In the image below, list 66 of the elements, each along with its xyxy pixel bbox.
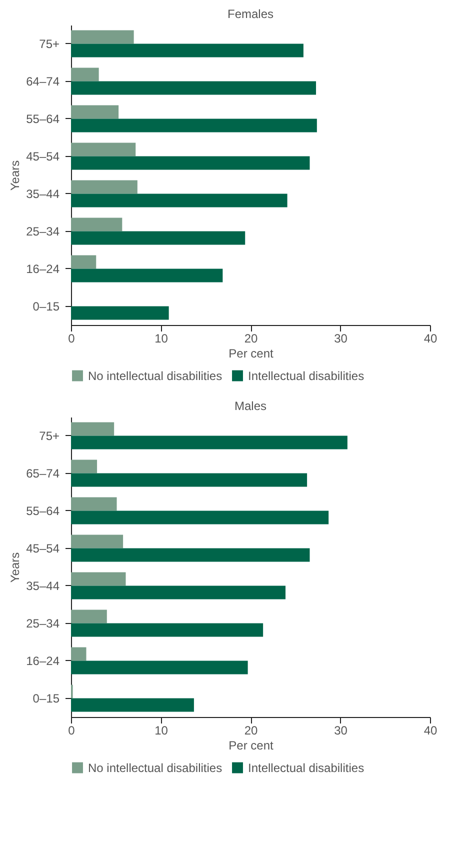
bar (71, 268, 223, 282)
y-tick-label: 25–34 (26, 224, 60, 238)
bar (71, 436, 348, 450)
y-axis-title: Years (8, 160, 22, 191)
x-tick-label: 40 (424, 724, 438, 738)
bar (71, 647, 86, 661)
bar (71, 81, 316, 95)
bar (71, 306, 169, 320)
y-tick-label: 35–44 (26, 186, 60, 201)
y-tick-label: 75+ (39, 36, 60, 51)
bar (71, 156, 310, 170)
x-axis-title: Per cent (228, 738, 274, 752)
bar (71, 118, 317, 132)
bar (71, 586, 286, 600)
bar (71, 510, 329, 524)
x-tick-label: 40 (424, 332, 438, 346)
legend-label: No intellectual disabilities (88, 760, 222, 775)
y-tick-label: 75+ (39, 428, 60, 443)
x-tick-label: 30 (334, 724, 348, 738)
y-tick-label: 45–54 (26, 149, 60, 164)
y-axis-title: Years (8, 552, 22, 583)
bar (71, 460, 98, 474)
bar (71, 218, 122, 232)
bar (71, 473, 308, 487)
y-tick-label: 55–64 (26, 504, 60, 518)
bar (71, 534, 124, 548)
y-tick-label: 45–54 (26, 541, 60, 556)
bar (71, 698, 194, 712)
x-axis-title: Per cent (228, 346, 274, 360)
y-tick-label: 35–44 (26, 578, 60, 593)
y-tick-label: 16–24 (26, 654, 60, 668)
legend-label: Intellectual disabilities (248, 760, 364, 775)
y-tick-label: 64–74 (26, 74, 60, 88)
legend-label: No intellectual disabilities (88, 368, 222, 383)
y-tick-label: 65–74 (26, 466, 60, 480)
x-tick-label: 30 (334, 332, 348, 346)
bar (71, 30, 134, 44)
bar (71, 180, 138, 194)
legend-label: Intellectual disabilities (248, 368, 364, 383)
bar (71, 142, 136, 156)
y-tick-label: 16–24 (26, 262, 60, 276)
bar (71, 660, 248, 674)
x-tick-label: 20 (244, 332, 258, 346)
y-tick-label: 55–64 (26, 112, 60, 126)
bar (71, 231, 246, 245)
bar (71, 255, 96, 269)
x-tick-label: 0 (68, 724, 76, 738)
bar (71, 497, 117, 511)
bar (71, 572, 126, 586)
bar (71, 422, 114, 436)
y-tick-label: 0–15 (32, 691, 60, 706)
chart-title: Males (234, 399, 267, 413)
bar (71, 44, 304, 58)
chart-title: Females (227, 7, 274, 21)
x-tick-label: 10 (154, 724, 168, 738)
y-tick-label: 25–34 (26, 616, 60, 630)
x-tick-label: 20 (244, 724, 258, 738)
bar (71, 623, 264, 637)
bar (71, 68, 99, 82)
x-tick-label: 10 (154, 332, 168, 346)
bar (71, 548, 310, 562)
y-tick-label: 0–15 (32, 299, 60, 314)
bar (71, 610, 107, 624)
bar (71, 105, 119, 119)
bar (71, 194, 288, 208)
x-tick-label: 0 (68, 332, 76, 346)
